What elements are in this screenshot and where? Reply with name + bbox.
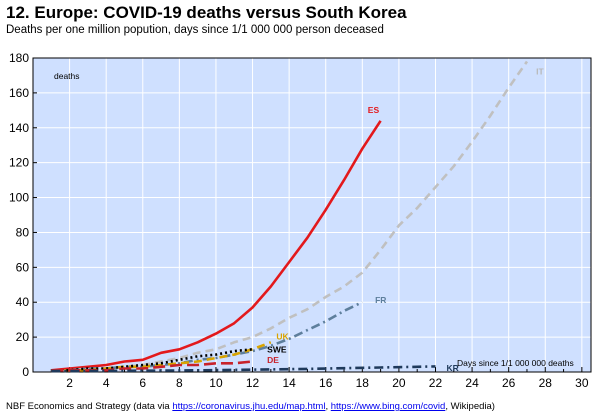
y-tick-label: 100 [9,191,29,205]
series-line-swe [51,348,253,372]
x-tick-label: 26 [502,376,516,390]
x-tick-label: 20 [392,376,406,390]
y-tick-label: 140 [9,121,29,135]
y-tick-label: 20 [16,330,30,344]
chart-subtitle: Deaths per one million popution, days si… [6,24,384,36]
x-axis-inner-label: Days since 1/1 000 000 deaths [457,358,574,368]
y-tick-label: 0 [22,365,29,379]
x-tick-label: 14 [282,376,296,390]
y-tick-label: 60 [16,260,30,274]
series-line-uk [51,341,272,372]
x-tick-label: 12 [246,376,260,390]
x-tick-label: 18 [356,376,370,390]
series-label-uk: UK [276,332,289,342]
y-tick-label: 80 [16,225,30,239]
x-tick-label: 10 [209,376,223,390]
x-tick-label: 2 [66,376,73,390]
footer-suffix: , Wikipedia) [445,401,495,412]
y-tick-label: 180 [9,51,29,65]
y-axis-inner-label: deaths [54,71,80,81]
x-tick-label: 24 [465,376,479,390]
x-tick-label: 22 [429,376,443,390]
series-label-de: DE [267,355,279,365]
series-label-it: IT [536,66,544,76]
footer-sep: , [325,401,331,412]
x-tick-label: 30 [575,376,589,390]
plot-background [33,58,591,372]
series-label-swe: SWE [267,345,287,355]
series-line-es [51,120,382,372]
x-tick-label: 16 [319,376,333,390]
grid [33,57,591,372]
plot-frame [32,57,592,373]
series-label-kr: KR [446,363,458,373]
source-footer: NBF Economics and Strategy (data via htt… [6,401,495,412]
x-tick-label: 28 [539,376,553,390]
series-label-es: ES [368,105,380,115]
chart-title: 12. Europe: COVID-19 deaths versus South… [6,3,407,22]
y-tick-label: 160 [9,86,29,100]
y-tick-label: 40 [16,295,30,309]
series-group [51,60,529,373]
x-tick-label: 4 [103,376,110,390]
footer-prefix: NBF Economics and Strategy (data via [6,401,173,412]
y-tick-label: 120 [9,156,29,170]
x-tick-label: 6 [139,376,146,390]
x-tick-label: 8 [176,376,183,390]
series-label-fr: FR [375,295,386,305]
bing-link[interactable]: https://www.bing.com/covid [330,401,446,412]
jhu-link[interactable]: https://coronavirus.jhu.edu/map.html [172,401,326,412]
